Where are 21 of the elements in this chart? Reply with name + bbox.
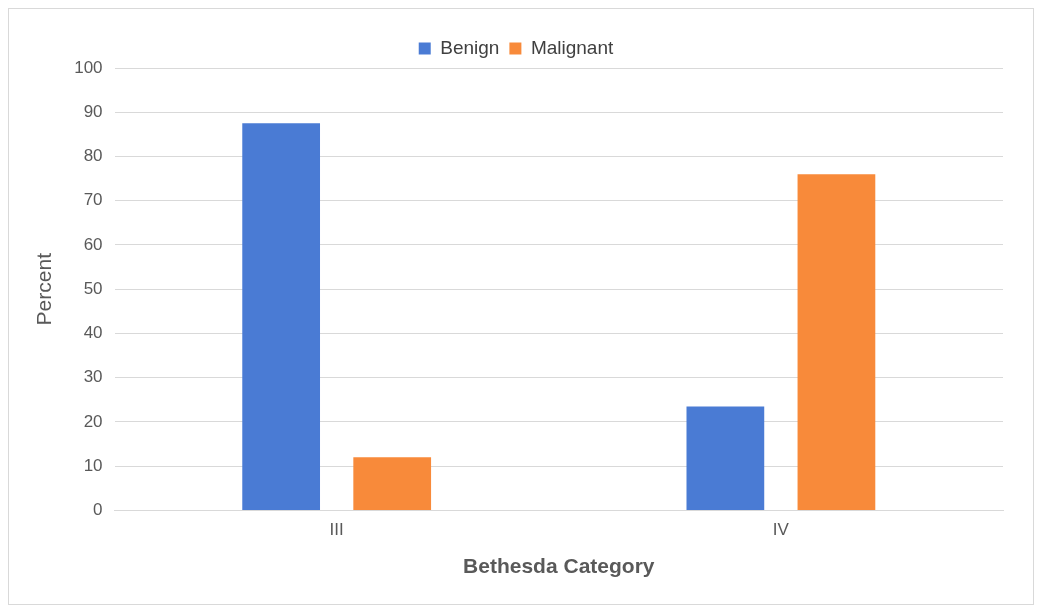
bar <box>242 123 321 510</box>
y-tick-label: 0 <box>93 500 103 520</box>
x-axis-title: Bethesda Category <box>463 554 655 578</box>
y-tick-label: 20 <box>83 411 103 431</box>
x-tick-label: III <box>329 520 344 540</box>
y-tick-label: 30 <box>83 367 103 387</box>
y-tick-label: 60 <box>83 234 103 254</box>
y-tick-label: 70 <box>83 190 103 210</box>
bar <box>353 457 432 510</box>
y-tick-label: 50 <box>83 278 103 298</box>
x-tick-label: IV <box>772 520 790 540</box>
bar <box>686 406 765 510</box>
y-tick-label: 90 <box>83 101 103 121</box>
bar <box>797 174 876 510</box>
legend-label: Benign <box>440 36 500 58</box>
legend-label: Malignant <box>530 36 614 58</box>
y-axis-title: Percent <box>32 252 56 326</box>
y-tick-label: 100 <box>74 57 103 77</box>
y-tick-label: 40 <box>83 323 103 343</box>
y-tick-label: 10 <box>83 455 103 475</box>
y-tick-label: 80 <box>83 146 103 166</box>
